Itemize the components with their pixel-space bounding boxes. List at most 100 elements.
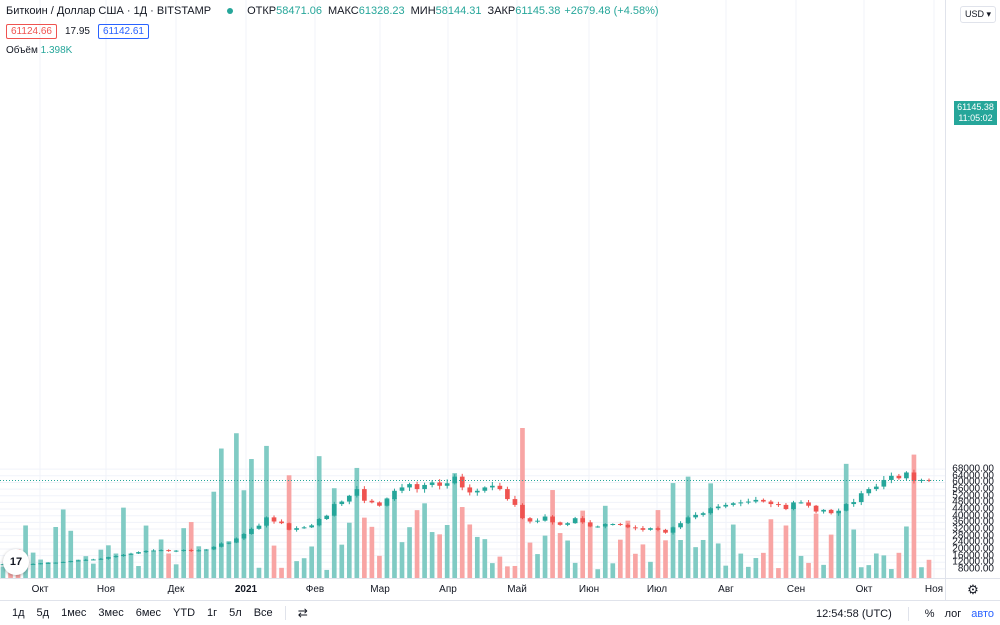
- chart-legend: Биткоин / Доллар США · 1Д · BITSTAMP ОТК…: [6, 5, 659, 17]
- candle-body: [542, 516, 548, 521]
- range-button[interactable]: 1г: [207, 607, 218, 619]
- range-button[interactable]: YTD: [173, 607, 196, 619]
- volume-bar: [264, 445, 269, 578]
- volume-bar: [550, 490, 555, 578]
- range-button[interactable]: 3мес: [98, 607, 124, 619]
- candle-body: [60, 561, 66, 563]
- x-tick-label: Июл: [646, 584, 668, 595]
- bid-price[interactable]: 61124.66: [6, 24, 57, 39]
- utc-clock[interactable]: 12:54:58 (UTC): [815, 607, 892, 620]
- volume-bar: [768, 519, 774, 578]
- volume-bar: [226, 541, 232, 578]
- candle-body: [196, 550, 202, 552]
- volume-bar: [437, 534, 442, 578]
- candle-body: [362, 489, 367, 501]
- candlestick-chart[interactable]: [0, 0, 945, 578]
- candle-body: [858, 493, 864, 503]
- chart-pane[interactable]: [0, 0, 945, 578]
- open-value: 58471.06: [276, 5, 323, 17]
- volume-bar: [512, 565, 518, 578]
- volume-bar: [821, 564, 826, 578]
- x-tick-label: Ноя: [924, 584, 944, 595]
- volume-bar: [429, 532, 435, 578]
- range-button[interactable]: 5л: [229, 607, 242, 619]
- candle-body: [761, 499, 766, 502]
- volume-bar: [38, 559, 43, 578]
- candle-body: [806, 502, 811, 506]
- ask-price[interactable]: 61142.61: [98, 24, 149, 39]
- gear-icon[interactable]: ⚙: [945, 578, 1000, 600]
- candle-body: [505, 489, 510, 500]
- open-label: ОТКР: [247, 5, 277, 17]
- y-tick-label: 44000.00: [952, 503, 994, 515]
- volume-bar: [580, 510, 586, 578]
- y-tick-label: 68000.00: [952, 463, 994, 475]
- range-button[interactable]: 1мес: [61, 607, 87, 619]
- candle-body: [377, 502, 382, 506]
- volume-bar: [595, 569, 601, 578]
- candle-body: [670, 527, 676, 533]
- candle-body: [173, 550, 179, 552]
- price-scale[interactable]: 8000.00 12000.00 16000.00 20000.00 24000.00 2…: [945, 0, 1000, 578]
- volume-bar: [610, 563, 616, 578]
- candle-body: [68, 561, 74, 563]
- calendar-goto-icon[interactable]: ⇄: [297, 606, 308, 620]
- y-tick-label: 8000.00: [957, 563, 994, 575]
- volume-bar: [331, 488, 337, 578]
- volume-bar: [271, 545, 277, 578]
- percent-toggle[interactable]: %: [924, 607, 935, 620]
- candle-body: [753, 499, 759, 502]
- candle-body: [354, 489, 360, 496]
- currency-button[interactable]: USD ▾: [960, 6, 997, 23]
- time-scale[interactable]: Окт Ноя Дек 2021 Фев Мар Апр Май Июн Июл Авг Сен Окт…: [0, 578, 945, 600]
- volume-bar: [617, 539, 623, 578]
- volume-bar: [813, 513, 819, 578]
- volume-bar: [858, 567, 864, 578]
- range-button[interactable]: 6мес: [135, 607, 162, 619]
- volume-bar: [505, 566, 510, 578]
- volume-bar: [294, 561, 299, 578]
- auto-toggle[interactable]: авто: [971, 607, 994, 620]
- volume-bar: [181, 528, 187, 578]
- volume-label[interactable]: Объём: [6, 45, 38, 56]
- volume-bar: [926, 559, 932, 578]
- low-label: МИН: [410, 5, 436, 17]
- candle-body: [467, 487, 473, 493]
- candle-body: [249, 528, 254, 534]
- log-toggle[interactable]: лог: [944, 607, 962, 620]
- candle-body: [828, 509, 834, 514]
- volume-bar: [904, 526, 909, 578]
- high-value: 61328.23: [358, 5, 405, 17]
- range-button[interactable]: 5д: [36, 607, 50, 619]
- candle-body: [587, 522, 593, 527]
- range-button[interactable]: 1д: [12, 607, 25, 619]
- candle-body: [738, 502, 744, 504]
- volume-bar: [249, 459, 254, 578]
- candle-body: [595, 526, 601, 528]
- candle-body: [497, 485, 503, 490]
- volume-bar: [60, 509, 66, 578]
- x-tick-label: Ноя: [96, 584, 116, 595]
- volume-bar: [520, 428, 525, 578]
- volume-bar: [151, 551, 156, 578]
- range-button[interactable]: Все: [253, 607, 273, 619]
- volume-bar: [354, 467, 360, 578]
- candle-body: [866, 489, 872, 494]
- volume-bar: [113, 553, 119, 578]
- candle-body: [776, 504, 781, 506]
- y-tick-label: 56000.00: [952, 483, 994, 495]
- candle-body: [633, 527, 638, 529]
- volume-bar: [53, 526, 59, 578]
- candle-body: [708, 508, 714, 514]
- volume-bar: [602, 505, 608, 578]
- volume-bar: [0, 566, 6, 578]
- candle-body: [527, 518, 533, 522]
- candle-body: [188, 549, 194, 551]
- candle-body: [783, 504, 789, 510]
- candle-body: [211, 546, 217, 550]
- candle-body: [309, 525, 315, 528]
- candle-body: [181, 549, 187, 551]
- candle-body: [693, 514, 698, 518]
- tradingview-logo-icon[interactable]: 17: [3, 549, 29, 575]
- symbol-title[interactable]: Биткоин / Доллар США · 1Д · BITSTAMP: [6, 5, 212, 17]
